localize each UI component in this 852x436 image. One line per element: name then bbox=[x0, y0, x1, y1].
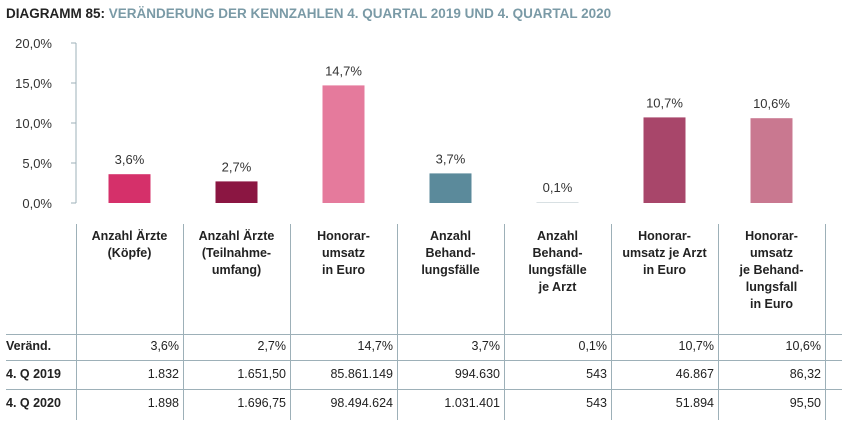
category-label: Anzahl Ärzte (Köpfe) bbox=[91, 229, 168, 260]
table-cell: 51.894 bbox=[675, 396, 714, 410]
bar bbox=[643, 117, 686, 203]
table-cell: 10,6% bbox=[785, 339, 821, 353]
table-cell: 994.630 bbox=[454, 367, 500, 381]
y-tick-label: 0,0% bbox=[22, 196, 52, 211]
category-label: Anzahl Ärzte (Teilnahme- umfang) bbox=[198, 229, 275, 277]
bar-value-label: 2,7% bbox=[222, 159, 252, 174]
table-column-divider bbox=[504, 224, 505, 420]
category-label: Honorar- umsatz je Behand- lungsfall in … bbox=[739, 229, 804, 311]
table-cell: 543 bbox=[586, 396, 607, 410]
category-label: Anzahl Behand- lungsfälle bbox=[421, 229, 480, 277]
chart-title-label: DIAGRAMM 85: bbox=[6, 6, 106, 21]
bar bbox=[536, 202, 579, 203]
table-cell: 86,32 bbox=[789, 367, 821, 381]
bar-value-label: 10,6% bbox=[753, 96, 790, 111]
chart-title-text: VERÄNDERUNG DER KENNZAHLEN 4. QUARTAL 20… bbox=[108, 6, 612, 21]
bar-value-label: 3,6% bbox=[115, 152, 145, 167]
table-row-label: 4. Q 2020 bbox=[6, 396, 61, 410]
table-cell: 46.867 bbox=[675, 367, 714, 381]
bar-value-label: 3,7% bbox=[436, 151, 466, 166]
bar-value-label: 14,7% bbox=[325, 63, 362, 78]
category-label: Honorar- umsatz in Euro bbox=[317, 229, 370, 277]
bar bbox=[108, 174, 151, 203]
bar-chart: 0,0% 5,0% 10,0% 15,0% 20,0% 3,6% 2,7% 14,7% 3,7… bbox=[15, 36, 793, 211]
table-cell: 10,7% bbox=[678, 339, 714, 353]
y-tick-label: 20,0% bbox=[15, 36, 52, 51]
bar bbox=[322, 85, 365, 203]
table-column-divider bbox=[611, 224, 612, 420]
table-cell: 1.898 bbox=[147, 396, 179, 410]
table-row-divider bbox=[6, 360, 842, 361]
chart-title: DIAGRAMM 85: VERÄNDERUNG DER KENNZAHLEN … bbox=[6, 6, 611, 21]
y-tick-label: 15,0% bbox=[15, 76, 52, 91]
table-cell: 1.031.401 bbox=[444, 396, 500, 410]
bar bbox=[215, 181, 258, 203]
y-tick-label: 5,0% bbox=[22, 156, 52, 171]
table-row-label: Veränd. bbox=[6, 339, 52, 353]
table-column-divider bbox=[290, 224, 291, 420]
table-cell: 0,1% bbox=[578, 339, 608, 353]
table-row-label: 4. Q 2019 bbox=[6, 367, 61, 381]
table-row-divider bbox=[6, 389, 842, 390]
table-column-divider bbox=[76, 224, 77, 420]
table-column-divider bbox=[183, 224, 184, 420]
table-column-divider bbox=[718, 224, 719, 420]
table-cell: 1.832 bbox=[147, 367, 179, 381]
table-cell: 95,50 bbox=[789, 396, 821, 410]
table-cell: 14,7% bbox=[357, 339, 393, 353]
table-cell: 543 bbox=[586, 367, 607, 381]
bar bbox=[750, 118, 793, 203]
y-axis: 0,0% 5,0% 10,0% 15,0% 20,0% bbox=[15, 36, 77, 211]
table-cell: 85.861.149 bbox=[330, 367, 393, 381]
table-cell: 3,7% bbox=[471, 339, 501, 353]
table-column-divider bbox=[397, 224, 398, 420]
table-cell: 98.494.624 bbox=[330, 396, 393, 410]
value-labels: 3,6% 2,7% 14,7% 3,7% 0,1% 10,7% 10,6% bbox=[115, 63, 791, 195]
category-label: Honorar- umsatz je Arzt in Euro bbox=[622, 229, 707, 277]
bar-value-label: 0,1% bbox=[543, 180, 573, 195]
table-column-divider bbox=[825, 224, 826, 420]
bar bbox=[429, 173, 472, 203]
table-row-divider bbox=[6, 334, 842, 335]
table-cell: 1.651,50 bbox=[237, 367, 286, 381]
table-cell: 2,7% bbox=[257, 339, 287, 353]
category-label: Anzahl Behand- lungsfälle je Arzt bbox=[528, 229, 587, 294]
table-cell: 1.696,75 bbox=[237, 396, 286, 410]
table-cell: 3,6% bbox=[150, 339, 180, 353]
bars bbox=[108, 85, 793, 203]
bar-value-label: 10,7% bbox=[646, 95, 683, 110]
y-tick-label: 10,0% bbox=[15, 116, 52, 131]
